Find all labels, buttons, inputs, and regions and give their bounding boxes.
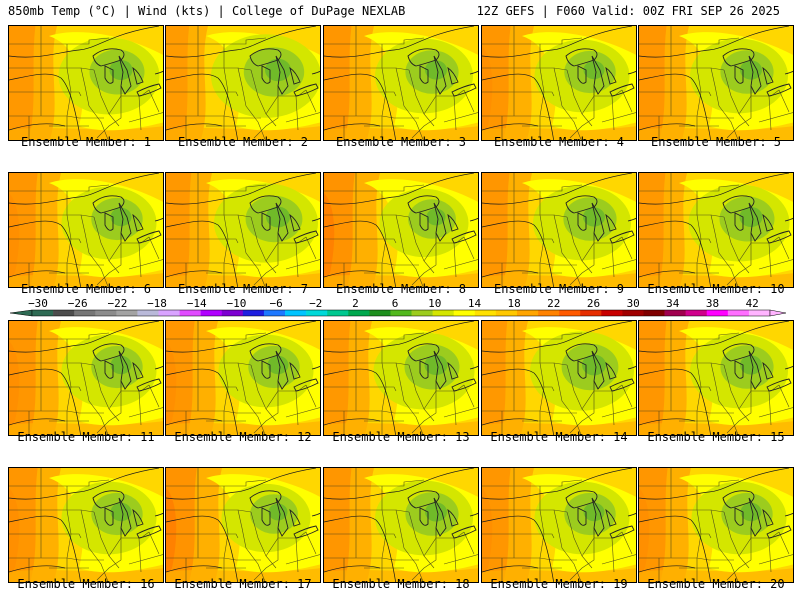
- ensemble-member-map: [323, 467, 479, 583]
- colorbar-swatch: [179, 310, 201, 316]
- ensemble-member-label: Ensemble Member: 7: [177, 282, 309, 296]
- temperature-colorbar: −30 −26 −22 −18 −14 −10 −6 −2 2 6 10 14 18 22 26 30 34 38…: [9, 297, 787, 317]
- ensemble-member-label: Ensemble Member: 15: [647, 430, 785, 444]
- ensemble-member-map: [165, 467, 321, 583]
- colorbar-tick-label: −2: [309, 297, 322, 310]
- colorbar-tick-label: 30: [627, 297, 640, 310]
- ensemble-member-label: Ensemble Member: 2: [177, 135, 309, 149]
- ensemble-member-label: Ensemble Member: 3: [335, 135, 467, 149]
- ensemble-member-label: Ensemble Member: 6: [20, 282, 152, 296]
- colorbar-tick-label: 6: [392, 297, 399, 310]
- chart-title: 850mb Temp (°C) | Wind (kts) | College o…: [8, 4, 406, 18]
- colorbar-swatch: [285, 310, 307, 316]
- colorbar-swatch: [559, 310, 581, 316]
- ensemble-member-map: [323, 320, 479, 436]
- colorbar-tick-label: 22: [547, 297, 560, 310]
- colorbar-swatch: [200, 310, 223, 316]
- colorbar-tick-label: −18: [147, 297, 167, 310]
- colorbar-swatch: [622, 310, 644, 316]
- ensemble-member-map: [481, 320, 637, 436]
- ensemble-member-map: [638, 467, 794, 583]
- colorbar-swatch: [685, 310, 708, 316]
- colorbar-swatch: [137, 310, 159, 316]
- ensemble-member-map: [638, 25, 794, 141]
- colorbar-swatch: [53, 310, 75, 316]
- ensemble-member-map: [323, 25, 479, 141]
- colorbar-swatch: [601, 310, 623, 316]
- colorbar-swatch: [242, 310, 265, 316]
- ensemble-member-map: [165, 320, 321, 436]
- colorbar-tick-label: 18: [507, 297, 520, 310]
- colorbar-swatch: [453, 310, 476, 316]
- ensemble-member-map: [638, 320, 794, 436]
- ensemble-member-label: Ensemble Member: 1: [20, 135, 152, 149]
- colorbar-tick-label: −6: [269, 297, 282, 310]
- ensemble-member-label: Ensemble Member: 19: [490, 577, 628, 591]
- colorbar-tick-label: 14: [468, 297, 482, 310]
- ensemble-member-map: [165, 25, 321, 141]
- colorbar-swatch: [538, 310, 560, 316]
- colorbar-swatch: [306, 310, 328, 316]
- colorbar-tick-label: −30: [28, 297, 48, 310]
- colorbar-swatch: [74, 310, 96, 316]
- colorbar-swatch: [643, 310, 665, 316]
- ensemble-member-label: Ensemble Member: 4: [493, 135, 625, 149]
- colorbar-swatch: [516, 310, 539, 316]
- colorbar-swatch: [495, 310, 518, 316]
- colorbar-swatch: [116, 310, 138, 316]
- colorbar-swatch: [748, 310, 771, 316]
- colorbar-swatch: [706, 310, 729, 316]
- ensemble-member-map: [481, 172, 637, 288]
- ensemble-member-map: [481, 25, 637, 141]
- colorbar-swatch: [221, 310, 244, 316]
- ensemble-member-label: Ensemble Member: 14: [490, 430, 628, 444]
- colorbar-tick-label: 2: [352, 297, 359, 310]
- model-run-info: 12Z GEFS | F060 Valid: 00Z FRI SEP 26 20…: [476, 4, 780, 18]
- colorbar-tick-label: −26: [68, 297, 88, 310]
- colorbar-tick-label: 10: [428, 297, 441, 310]
- colorbar-tick-label: 34: [666, 297, 680, 310]
- colorbar-swatch: [95, 310, 117, 316]
- ensemble-member-label: Ensemble Member: 13: [332, 430, 470, 444]
- colorbar-tick-label: −14: [187, 297, 207, 310]
- ensemble-member-map: [638, 172, 794, 288]
- colorbar-tick-label: 38: [706, 297, 719, 310]
- colorbar-swatch: [580, 310, 602, 316]
- colorbar-swatch: [327, 310, 349, 316]
- ensemble-member-label: Ensemble Member: 12: [174, 430, 312, 444]
- colorbar-swatch: [664, 310, 686, 316]
- ensemble-member-map: [8, 172, 164, 288]
- ensemble-member-map: [8, 25, 164, 141]
- colorbar-tick-label: 42: [746, 297, 759, 310]
- ensemble-member-label: Ensemble Member: 20: [647, 577, 785, 591]
- ensemble-member-label: Ensemble Member: 17: [174, 577, 312, 591]
- colorbar-tick-label: 26: [587, 297, 600, 310]
- ensemble-member-label: Ensemble Member: 16: [17, 577, 155, 591]
- colorbar-tick-label: −22: [107, 297, 127, 310]
- colorbar-swatch: [263, 310, 286, 316]
- ensemble-member-map: [8, 467, 164, 583]
- colorbar-tick-label: −10: [226, 297, 246, 310]
- ensemble-member-label: Ensemble Member: 10: [647, 282, 785, 296]
- ensemble-member-label: Ensemble Member: 18: [332, 577, 470, 591]
- colorbar-swatch: [432, 310, 455, 316]
- colorbar-swatch: [158, 310, 180, 316]
- ensemble-member-map: [165, 172, 321, 288]
- ensemble-member-label: Ensemble Member: 8: [335, 282, 467, 296]
- ensemble-member-map: [481, 467, 637, 583]
- colorbar-swatch: [32, 310, 54, 316]
- ensemble-member-label: Ensemble Member: 11: [17, 430, 155, 444]
- colorbar-swatch: [348, 310, 370, 316]
- colorbar-swatch: [474, 310, 497, 316]
- ensemble-member-map: [323, 172, 479, 288]
- ensemble-member-label: Ensemble Member: 9: [493, 282, 625, 296]
- colorbar-swatch: [390, 310, 412, 316]
- ensemble-member-label: Ensemble Member: 5: [650, 135, 782, 149]
- colorbar-swatch: [727, 310, 750, 316]
- colorbar-swatch: [369, 310, 391, 316]
- ensemble-member-map: [8, 320, 164, 436]
- colorbar-swatch: [411, 310, 433, 316]
